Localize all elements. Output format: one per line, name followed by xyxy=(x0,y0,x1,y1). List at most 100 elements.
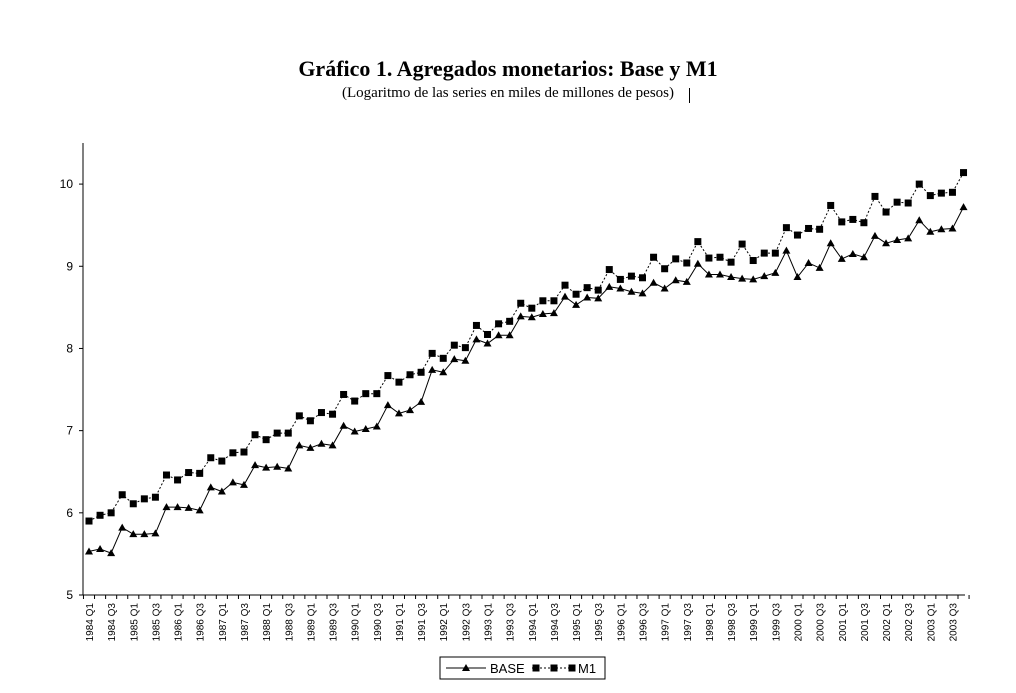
data-point-base xyxy=(627,287,636,295)
data-point-base xyxy=(439,368,448,376)
data-point-m1 xyxy=(295,412,303,420)
data-point-base xyxy=(605,282,614,290)
data-point-base xyxy=(727,272,736,280)
x-tick-label: 2001 Q1 xyxy=(838,603,849,642)
data-point-base xyxy=(417,397,426,405)
x-tick-label: 2000 Q1 xyxy=(793,603,804,642)
data-point-base xyxy=(262,463,271,471)
data-point-m1 xyxy=(572,290,580,298)
data-point-base xyxy=(549,309,558,317)
data-point-base xyxy=(328,441,337,449)
data-point-m1 xyxy=(140,495,148,503)
data-point-base xyxy=(472,335,481,343)
x-tick-label: 2003 Q3 xyxy=(948,603,959,642)
legend-label-base: BASE xyxy=(490,661,525,676)
data-point-m1 xyxy=(85,517,93,525)
series-line-m1 xyxy=(88,172,964,522)
data-point-m1 xyxy=(151,493,159,501)
data-point-m1 xyxy=(251,431,259,439)
data-point-m1 xyxy=(373,390,381,398)
data-point-base xyxy=(428,365,437,373)
data-point-base xyxy=(693,259,702,267)
data-point-base xyxy=(926,227,935,235)
data-point-base xyxy=(317,439,326,447)
data-point-m1 xyxy=(871,192,879,200)
data-point-m1 xyxy=(118,491,126,499)
data-point-base xyxy=(173,503,182,511)
data-point-base xyxy=(195,506,204,514)
x-tick-label: 1989 Q3 xyxy=(329,603,340,642)
text-cursor xyxy=(689,88,690,103)
data-point-m1 xyxy=(329,410,337,418)
x-tick-label: 1987 Q1 xyxy=(218,603,229,642)
data-point-base xyxy=(793,272,802,280)
data-point-base xyxy=(505,331,514,339)
data-point-m1 xyxy=(506,317,514,325)
data-point-base xyxy=(837,254,846,262)
series-line-base xyxy=(88,206,964,554)
data-point-base xyxy=(594,294,603,302)
data-point-base xyxy=(937,225,946,233)
data-point-base xyxy=(815,263,824,271)
data-point-base xyxy=(361,424,370,432)
data-point-base xyxy=(948,224,957,232)
data-point-m1 xyxy=(760,249,768,257)
data-point-base xyxy=(450,355,459,363)
data-point-m1 xyxy=(583,284,591,292)
data-point-base xyxy=(140,530,149,538)
legend-box xyxy=(439,656,606,680)
data-point-m1 xyxy=(240,448,248,456)
data-point-base xyxy=(638,289,647,297)
data-point-base xyxy=(882,239,891,247)
data-point-base xyxy=(715,270,724,278)
data-point-base xyxy=(660,284,669,292)
data-point-m1 xyxy=(450,341,458,349)
x-tick-label: 1994 Q3 xyxy=(550,603,561,642)
data-point-m1 xyxy=(705,254,713,262)
data-point-m1 xyxy=(782,224,790,232)
x-tick-label: 1998 Q3 xyxy=(727,603,738,642)
data-point-m1 xyxy=(716,253,724,261)
data-point-base xyxy=(383,401,392,409)
x-tick-label: 2001 Q3 xyxy=(860,603,871,642)
data-point-m1 xyxy=(893,198,901,206)
data-point-base xyxy=(771,268,780,276)
data-point-base xyxy=(538,309,547,317)
data-point-m1 xyxy=(616,275,624,283)
data-point-base xyxy=(251,461,260,469)
data-point-m1 xyxy=(827,201,835,209)
data-point-m1 xyxy=(484,330,492,338)
data-point-m1 xyxy=(694,238,702,246)
data-point-m1 xyxy=(672,255,680,263)
data-point-m1 xyxy=(340,390,348,398)
data-point-m1 xyxy=(771,249,779,257)
data-point-m1 xyxy=(218,457,226,465)
data-point-m1 xyxy=(273,429,281,437)
data-point-base xyxy=(859,253,868,261)
data-point-base xyxy=(284,464,293,472)
data-point-base xyxy=(904,234,913,242)
data-point-m1 xyxy=(594,286,602,294)
data-point-base xyxy=(217,487,226,495)
data-point-m1 xyxy=(461,344,469,352)
x-tick-label: 1999 Q3 xyxy=(771,603,782,642)
data-point-base xyxy=(483,339,492,347)
y-tick-label: 10 xyxy=(60,177,74,191)
data-point-m1 xyxy=(517,299,525,307)
data-point-base xyxy=(959,203,968,211)
data-point-m1 xyxy=(639,274,646,282)
data-point-m1 xyxy=(262,436,270,444)
y-tick-label: 8 xyxy=(66,341,73,355)
data-point-m1 xyxy=(793,231,801,239)
data-point-m1 xyxy=(229,449,237,457)
legend-marker-m1 xyxy=(532,664,540,672)
data-point-base xyxy=(394,409,403,417)
data-point-m1 xyxy=(838,218,846,226)
x-tick-label: 1994 Q1 xyxy=(528,603,539,642)
data-point-m1 xyxy=(174,476,182,484)
data-point-m1 xyxy=(805,224,813,232)
data-point-m1 xyxy=(351,397,359,405)
data-point-m1 xyxy=(185,469,193,477)
data-point-base xyxy=(527,313,536,321)
data-point-base xyxy=(848,249,857,257)
